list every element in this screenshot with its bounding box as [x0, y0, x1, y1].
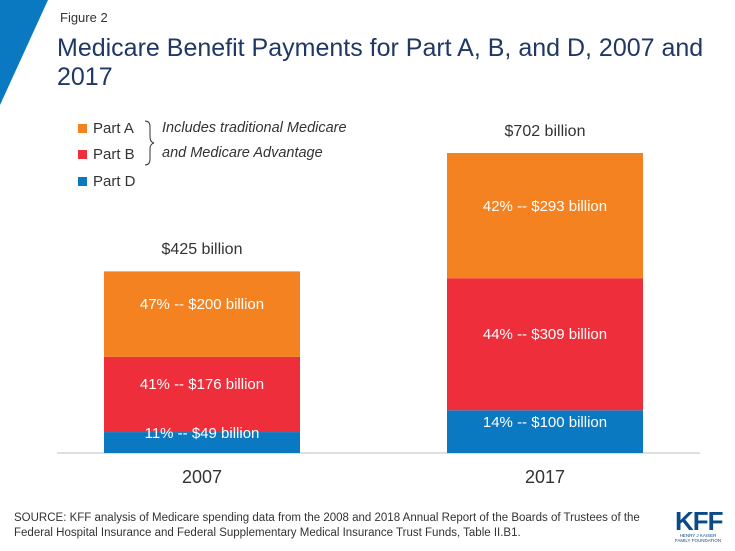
legend-entry: Part D: [78, 173, 136, 190]
logo: KFF: [675, 506, 724, 536]
legend-label: Part A: [93, 120, 134, 137]
legend-entry: Part A: [78, 120, 134, 137]
total-label: $425 billion: [161, 241, 243, 259]
legend-entry: Part B: [78, 146, 135, 163]
bar-segment: [104, 356, 300, 433]
bar-segment: [447, 410, 643, 453]
legend-note: and Medicare Advantage: [162, 145, 323, 161]
value-label: 47% -- $200 billion: [139, 296, 265, 314]
x-tick-label: 2017: [524, 467, 566, 487]
corner-decoration: [0, 0, 48, 105]
value-label: 11% -- $49 billion: [144, 424, 260, 442]
value-label: 42% -- $293 billion: [482, 197, 608, 215]
x-tick-label: 2007: [181, 467, 223, 487]
value-label: 14% -- $100 billion: [482, 413, 608, 431]
bar-segment: [447, 278, 643, 411]
value-label: 44% -- $309 billion: [482, 326, 608, 344]
plot-labels: 11% -- $49 billion 41% -- $176 billion 47%…: [139, 197, 608, 442]
total-label: $702 billion: [504, 123, 586, 140]
legend-swatch: [78, 177, 87, 186]
logo-subtitle: HENRY J KAISER FAMILY FOUNDATION: [674, 533, 722, 543]
legend-swatch: [78, 124, 87, 133]
chart-title: Medicare Benefit Payments for Part A, B,…: [57, 34, 704, 91]
legend-swatch: [78, 150, 87, 159]
value-label: 41% -- $176 billion: [139, 376, 265, 394]
source-note: SOURCE: KFF analysis of Medicare spendin…: [14, 512, 640, 539]
legend-label: Part D: [93, 173, 136, 190]
bar-segment: [104, 271, 300, 357]
legend-brace: [144, 120, 155, 166]
bar-segment: [104, 432, 300, 453]
legend-note: Includes traditional Medicare: [162, 120, 347, 136]
legend-label: Part B: [93, 146, 135, 163]
figure-label: Figure 2: [60, 10, 108, 25]
bar-segment: [447, 153, 643, 279]
